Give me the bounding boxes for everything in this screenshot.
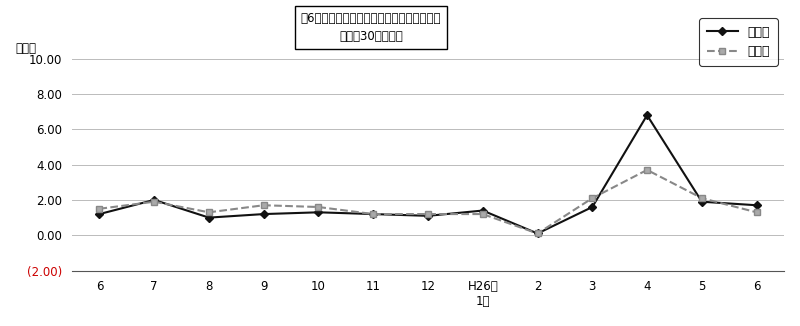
Text: （％）: （％） (15, 42, 36, 55)
Text: 図6　入職率・離職率の推移（調査産業計）
－規模30人以上－: 図6 入職率・離職率の推移（調査産業計） －規模30人以上－ (301, 12, 442, 43)
Legend: 入職率, 離職率: 入職率, 離職率 (699, 18, 778, 66)
